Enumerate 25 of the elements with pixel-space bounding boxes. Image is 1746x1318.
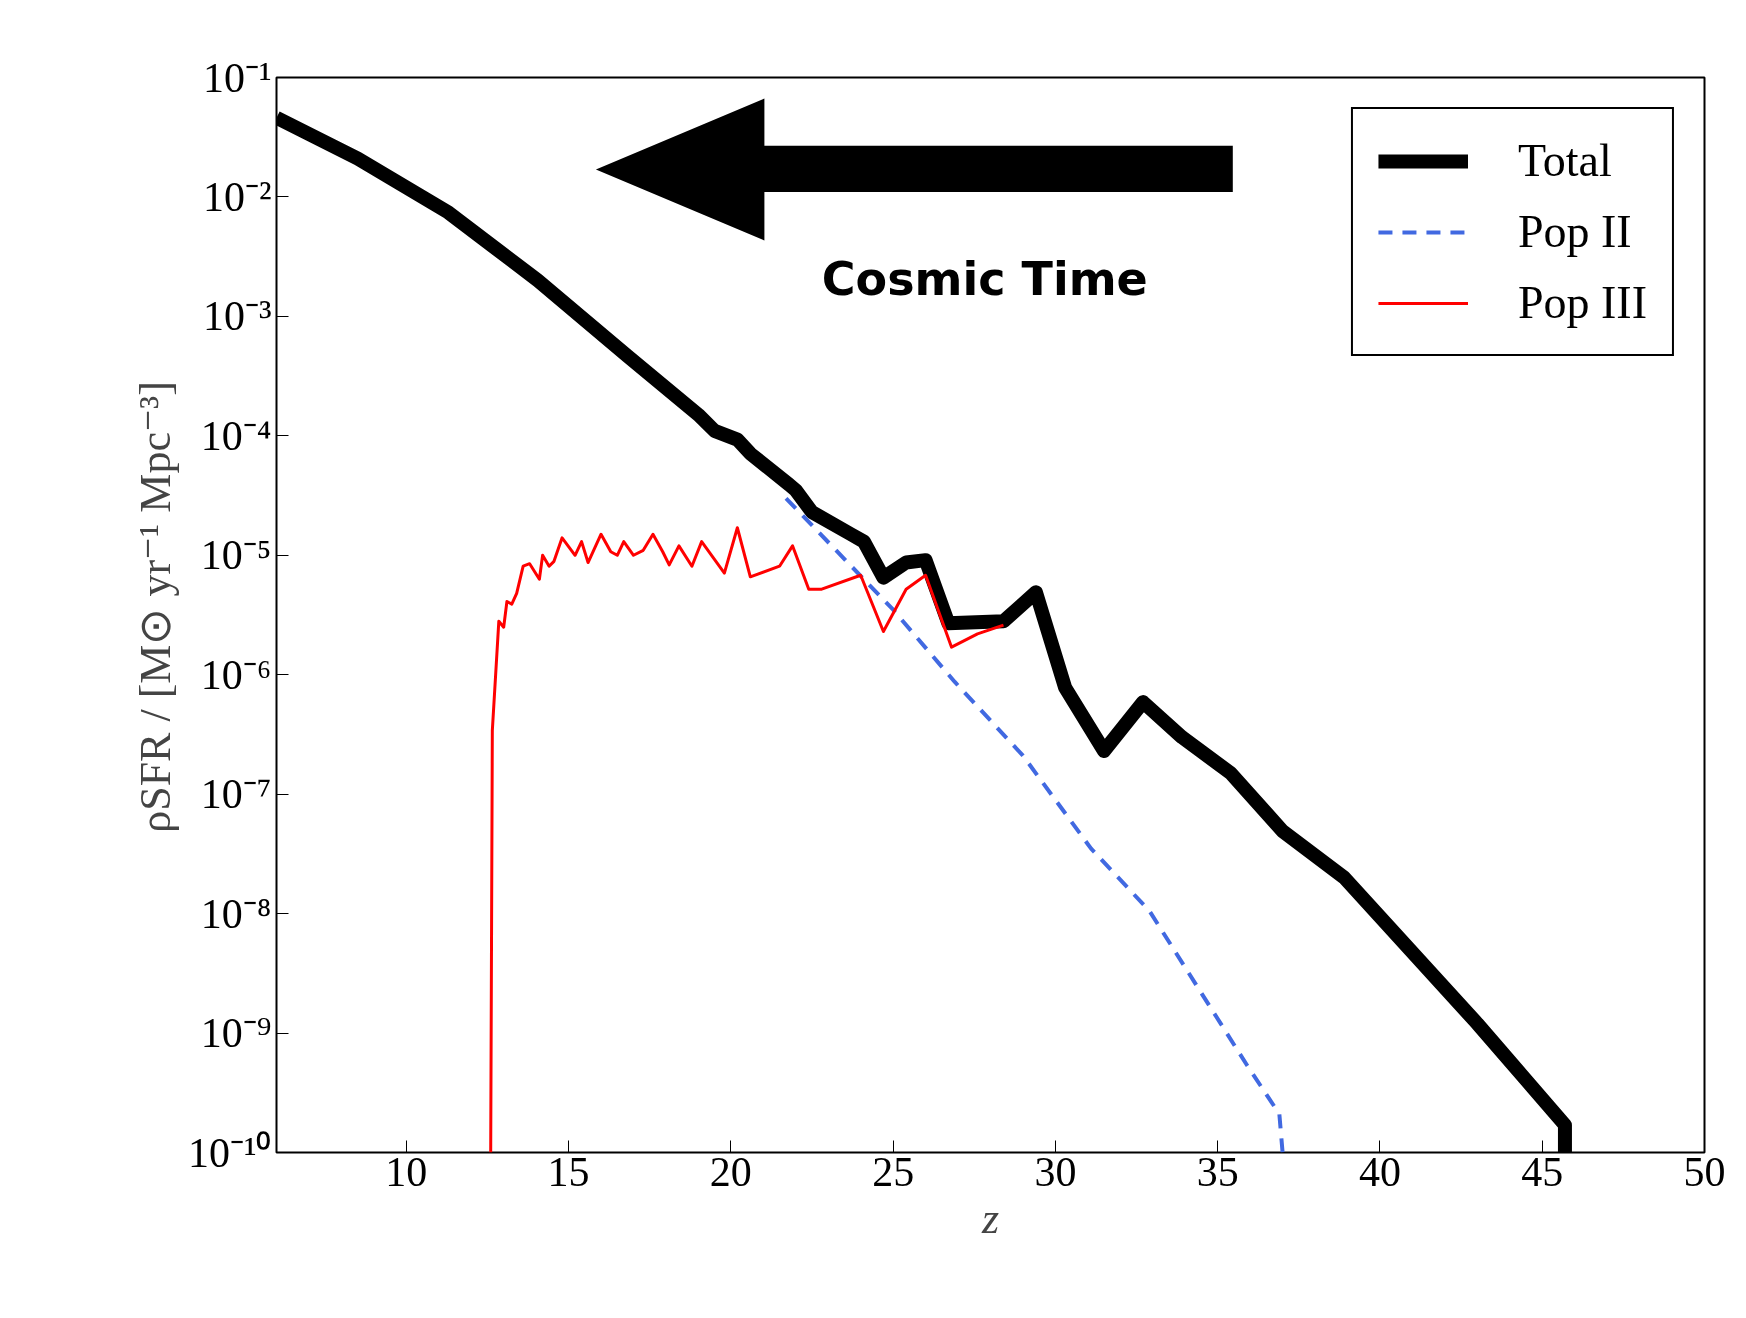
y-tick-label: 10⁻¹ [202, 54, 272, 101]
legend-label: Pop III [1517, 276, 1647, 329]
y-tick-label: 10⁻⁷ [200, 771, 272, 818]
y-tick-label: 10⁻⁴ [200, 412, 272, 459]
x-axis-title: z [980, 1193, 1000, 1243]
y-tick-label: 10⁻⁹ [200, 1010, 272, 1057]
y-tick-label: 10⁻³ [202, 293, 272, 340]
x-tick-label: 25 [872, 1148, 915, 1195]
x-tick-label: 50 [1683, 1148, 1726, 1195]
y-tick-label: 10⁻⁶ [200, 651, 272, 698]
y-tick-label: 10⁻¹⁰ [187, 1129, 272, 1176]
legend-label: Total [1517, 134, 1612, 187]
x-tick-label: 20 [709, 1148, 752, 1195]
y-tick-label: 10⁻⁵ [200, 532, 272, 579]
x-tick-label: 35 [1196, 1148, 1239, 1195]
legend-label: Pop II [1517, 205, 1632, 258]
y-tick-label: 10⁻⁸ [200, 890, 272, 937]
x-tick-label: 40 [1358, 1148, 1401, 1195]
annotation: Cosmic Time [821, 251, 1148, 306]
x-tick-label: 30 [1034, 1148, 1077, 1195]
x-tick-label: 15 [547, 1148, 590, 1195]
y-axis-title: ρSFR / [M⊙ yr⁻¹ Mpc⁻³] [130, 381, 180, 833]
x-tick-label: 10 [385, 1148, 428, 1195]
x-tick-label: 45 [1521, 1148, 1564, 1195]
y-tick-label: 10⁻² [202, 173, 272, 220]
